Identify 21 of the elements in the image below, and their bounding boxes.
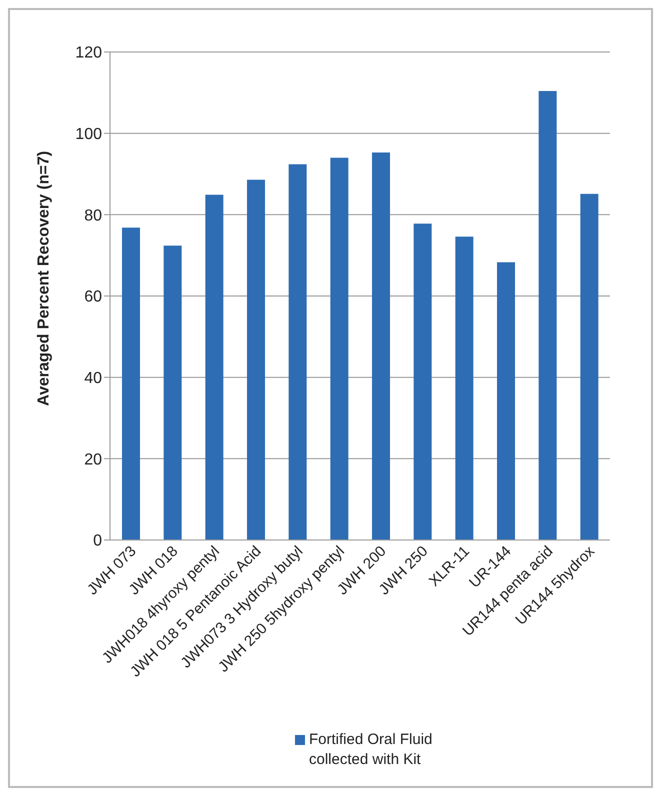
y-tick-label: 60 <box>84 288 102 306</box>
bar <box>497 262 515 540</box>
legend-label: Fortified Oral Fluid collected with Kit <box>309 730 434 770</box>
bar <box>164 246 182 540</box>
bar <box>455 236 474 540</box>
y-axis-title: Averaged Percent Recovery (n=7) <box>36 150 53 406</box>
bar <box>288 164 307 540</box>
bar <box>205 194 224 540</box>
bar <box>247 180 265 540</box>
y-tick-label: 120 <box>75 44 102 62</box>
y-tick-label: 0 <box>93 532 102 550</box>
bar <box>538 91 557 540</box>
bar <box>580 194 598 540</box>
bar <box>414 224 432 540</box>
y-tick-label: 100 <box>75 126 102 144</box>
bar <box>372 152 390 540</box>
bar <box>330 158 348 540</box>
bar <box>122 228 140 540</box>
y-tick-label: 20 <box>84 451 102 468</box>
y-tick-label: 80 <box>84 207 102 224</box>
y-tick-label: 40 <box>84 370 102 388</box>
